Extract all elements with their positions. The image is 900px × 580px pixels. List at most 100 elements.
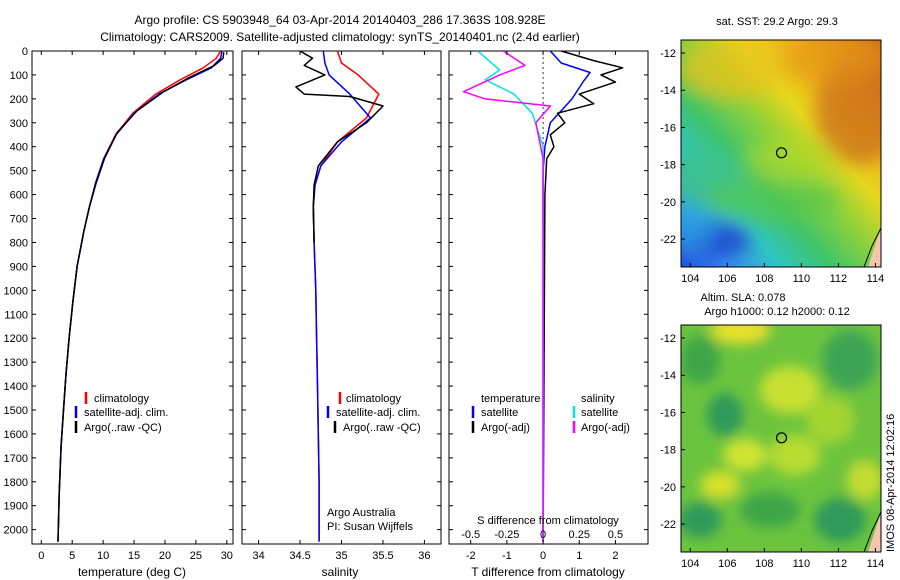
profile-line-climatology xyxy=(57,51,222,542)
depth-tick-label: 800 xyxy=(10,237,28,249)
profile-line-temperature-argo-adj- xyxy=(542,51,624,542)
sst-lat-tick-labels: -12 -14 -16 -18 -20 -22 xyxy=(660,48,685,246)
t-diff-tick-label: -1 xyxy=(502,550,512,562)
header-line1: Argo profile: CS 5903948_64 03-Apr-2014 … xyxy=(135,13,546,27)
lat-tick-label: -14 xyxy=(660,370,676,382)
t-diff-tick-label: 1 xyxy=(576,550,582,562)
lon-tick-label: 110 xyxy=(793,273,811,285)
depth-tick-label: 400 xyxy=(10,142,28,154)
legend-label-sal-satellite: satellite xyxy=(581,407,618,419)
legend-label-argo: Argo(..raw -QC) xyxy=(343,422,421,434)
s-diff-tick-label: 0 xyxy=(540,529,546,541)
legend-label-satellite: satellite-adj. clim. xyxy=(336,407,420,419)
lon-tick-label: 106 xyxy=(718,558,736,570)
x-tick-label: 34 xyxy=(252,550,264,562)
sla-map-title-line2: Argo h1000: 0.12 h2000: 0.12 xyxy=(704,306,850,318)
profile-line-satellite-adj-clim- xyxy=(312,51,372,542)
difference-xlabel-top: S difference from climatology xyxy=(477,515,619,527)
salinity-diff-tick-labels: -0.5 -0.25 0 0.25 0.5 xyxy=(461,529,623,541)
sla-lon-tick-labels: 104 106 108 110 112 114 xyxy=(681,548,884,570)
depth-tick-label: 700 xyxy=(10,214,28,226)
profile-line-satellite-adj-clim- xyxy=(57,51,223,542)
profile-line-temperature-satellite xyxy=(542,51,591,542)
depth-tick-label: 900 xyxy=(10,261,28,273)
lat-tick-label: -12 xyxy=(660,48,676,60)
lat-tick-label: -18 xyxy=(660,445,676,457)
x-tick-label: 30 xyxy=(221,550,233,562)
depth-tick-label: 1000 xyxy=(4,285,28,297)
sst-map-frame xyxy=(680,39,882,268)
x-tick-label: 25 xyxy=(190,550,202,562)
legend-title-temperature: temperature xyxy=(481,393,540,405)
x-tick-label: 5 xyxy=(69,550,75,562)
temperature-diff-tick-labels: -2 -1 0 1 2 xyxy=(466,51,618,562)
profile-line-climatology xyxy=(312,51,380,542)
depth-tick-label: 100 xyxy=(10,70,28,82)
lon-tick-label: 110 xyxy=(793,558,811,570)
legend-label-climatology: climatology xyxy=(346,393,402,405)
legend-label-sal-argo: Argo(-adj) xyxy=(581,422,630,434)
lat-tick-label: -20 xyxy=(660,197,676,209)
salinity-panel: 34 34.5 35 35.5 36 salinity climatology sate… xyxy=(241,50,442,579)
x-tick-label: 36 xyxy=(418,550,430,562)
sst-map-title: sat. SST: 29.2 Argo: 29.3 xyxy=(716,16,838,28)
depth-tick-labels: 0 100 200 300 400 500 600 700 800 900 1000 1100 1200… xyxy=(4,46,28,537)
depth-tick-label: 1400 xyxy=(4,381,28,393)
sst-field xyxy=(681,40,881,267)
legend-label-temp-argo: Argo(-adj) xyxy=(481,422,530,434)
depth-tick-label: 1800 xyxy=(4,477,28,489)
lat-tick-label: -18 xyxy=(660,160,676,172)
sla-map-frame xyxy=(680,324,882,553)
depth-tick-label: 1600 xyxy=(4,429,28,441)
depth-tick-label: 500 xyxy=(10,166,28,178)
difference-profiles xyxy=(462,51,624,542)
s-diff-tick-label: 0.5 xyxy=(608,529,623,541)
temperature-legend: climatology satellite-adj. clim. Argo(..… xyxy=(74,392,168,434)
salinity-plot-frame xyxy=(241,50,442,545)
depth-tick-label: 2000 xyxy=(4,525,28,537)
sst-lon-tick-labels: 104 106 108 110 112 114 xyxy=(681,263,884,285)
lon-tick-label: 108 xyxy=(755,558,773,570)
lon-tick-label: 114 xyxy=(867,273,885,285)
sla-field xyxy=(681,325,881,552)
depth-tick-label: 0 xyxy=(22,46,28,58)
legend-label-satellite: satellite-adj. clim. xyxy=(84,407,168,419)
lon-tick-label: 112 xyxy=(830,273,848,285)
profile-line-salinity-argo-adj- xyxy=(462,51,552,542)
x-tick-label: 15 xyxy=(128,550,140,562)
sla-map: Altim. SLA: 0.078 Argo h1000: 0.12 h2000… xyxy=(660,292,884,570)
lat-tick-label: -22 xyxy=(660,234,676,246)
sst-map: sat. SST: 29.2 Argo: 29.3 104 106 108 110 11… xyxy=(660,16,884,285)
imos-timestamp: IMOS 08-Apr-2014 12:02:16 xyxy=(885,414,897,552)
depth-tick-label: 1300 xyxy=(4,357,28,369)
depth-tick-label: 1700 xyxy=(4,453,28,465)
temperature-tick-labels: 0 5 10 15 20 25 30 xyxy=(38,51,233,562)
legend-title-salinity: salinity xyxy=(581,393,615,405)
temperature-plot-frame xyxy=(31,50,234,545)
legend-label-climatology: climatology xyxy=(94,393,150,405)
profile-line-argo-raw-qc- xyxy=(57,52,225,542)
depth-tick-label: 1900 xyxy=(4,501,28,513)
x-tick-label: 35.5 xyxy=(372,550,393,562)
difference-xlabel: T difference from climatology xyxy=(471,565,625,579)
legend-label-argo: Argo(..raw -QC) xyxy=(84,422,162,434)
profile-line-salinity-satellite xyxy=(477,51,544,542)
lat-tick-label: -14 xyxy=(660,85,676,97)
depth-tick-label: 300 xyxy=(10,118,28,130)
depth-tick-label: 1200 xyxy=(4,333,28,345)
lat-tick-label: -16 xyxy=(660,407,676,419)
lon-tick-label: 104 xyxy=(681,558,699,570)
salinity-xlabel: salinity xyxy=(322,565,359,579)
sla-map-title-line1: Altim. SLA: 0.078 xyxy=(701,292,786,304)
argo-float-marker xyxy=(775,432,788,444)
lat-tick-label: -12 xyxy=(660,333,676,345)
t-diff-tick-label: 2 xyxy=(612,550,618,562)
depth-tick-label: 1100 xyxy=(4,309,28,321)
salinity-annotation-line1: Argo Australia xyxy=(327,507,396,519)
depth-tick-label: 1500 xyxy=(4,405,28,417)
x-tick-label: 20 xyxy=(159,550,171,562)
difference-legend: temperature satellite Argo(-adj) salinit… xyxy=(471,393,630,434)
s-diff-tick-label: -0.5 xyxy=(461,529,480,541)
lat-tick-label: -22 xyxy=(660,519,676,531)
t-diff-tick-label: -2 xyxy=(466,550,476,562)
